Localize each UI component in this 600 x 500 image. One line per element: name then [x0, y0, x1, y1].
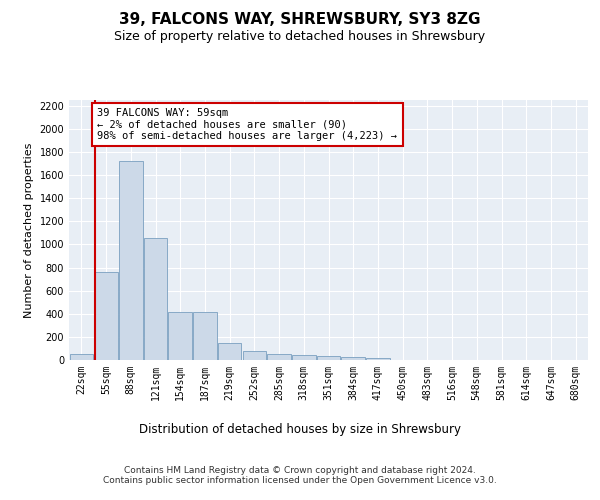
Text: Size of property relative to detached houses in Shrewsbury: Size of property relative to detached ho… — [115, 30, 485, 43]
Bar — [317, 356, 340, 360]
Bar — [94, 272, 118, 360]
Bar — [119, 161, 143, 360]
Bar — [366, 358, 389, 360]
Bar — [144, 238, 167, 360]
Bar — [70, 354, 93, 360]
Bar — [169, 312, 192, 360]
Text: 39 FALCONS WAY: 59sqm
← 2% of detached houses are smaller (90)
98% of semi-detac: 39 FALCONS WAY: 59sqm ← 2% of detached h… — [97, 108, 397, 142]
Text: Distribution of detached houses by size in Shrewsbury: Distribution of detached houses by size … — [139, 422, 461, 436]
Bar — [292, 356, 316, 360]
Y-axis label: Number of detached properties: Number of detached properties — [24, 142, 34, 318]
Bar — [242, 351, 266, 360]
Bar — [218, 342, 241, 360]
Bar — [341, 357, 365, 360]
Text: 39, FALCONS WAY, SHREWSBURY, SY3 8ZG: 39, FALCONS WAY, SHREWSBURY, SY3 8ZG — [119, 12, 481, 28]
Bar — [193, 312, 217, 360]
Text: Contains HM Land Registry data © Crown copyright and database right 2024.
Contai: Contains HM Land Registry data © Crown c… — [103, 466, 497, 485]
Bar — [268, 354, 291, 360]
